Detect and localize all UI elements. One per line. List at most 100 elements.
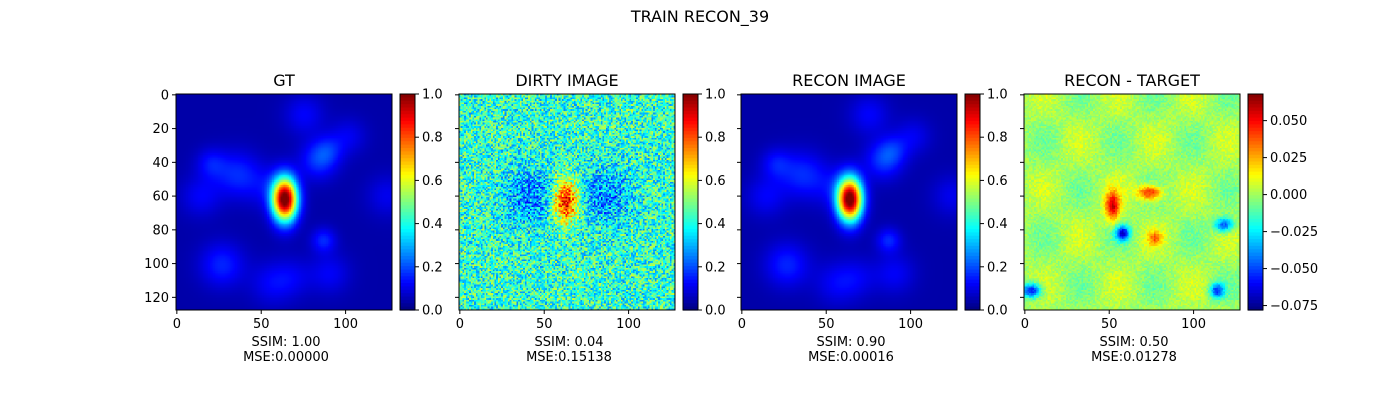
x-tick-label: 50 xyxy=(536,317,553,332)
y-tick-label: 20 xyxy=(152,122,169,137)
colorbar-segment xyxy=(965,161,980,166)
colorbar-segment xyxy=(1248,181,1263,186)
colorbar-segment xyxy=(683,266,698,271)
colorbar-segment xyxy=(683,256,698,260)
colorbar-segment xyxy=(1248,272,1263,277)
y-tick-label: 100 xyxy=(144,257,169,272)
colorbar-segment xyxy=(965,100,980,105)
colorbar-segment xyxy=(683,269,698,274)
panel-title: RECON - TARGET xyxy=(1064,71,1200,90)
colorbar-segment xyxy=(1248,276,1263,281)
colorbar-segment xyxy=(683,137,698,142)
colorbar-tick-label: 0.6 xyxy=(987,174,1008,189)
colorbar-segment xyxy=(965,107,980,112)
axes-frame xyxy=(458,93,676,311)
colorbar-segment xyxy=(400,299,415,304)
colorbar-segment xyxy=(965,262,980,267)
colorbar-segment xyxy=(965,252,980,257)
colorbar-segment xyxy=(1248,242,1263,247)
colorbar-tick-label: 0.8 xyxy=(987,131,1008,146)
colorbar-tick-label: 1.0 xyxy=(422,88,443,103)
colorbar-segment xyxy=(1248,144,1263,149)
colorbar-segment xyxy=(683,117,698,122)
colorbar-segment xyxy=(683,202,698,206)
colorbar-tick-label: 0.6 xyxy=(705,174,726,189)
colorbar-segment xyxy=(1248,259,1263,264)
colorbar-segment xyxy=(965,256,980,260)
colorbar-segment xyxy=(683,171,698,176)
colorbar-segment xyxy=(400,148,415,152)
colorbar-segment xyxy=(683,154,698,159)
colorbar-segment xyxy=(400,205,415,210)
colorbar-segment xyxy=(965,104,980,109)
colorbar-segment xyxy=(1248,107,1263,112)
colorbar-segment xyxy=(965,131,980,136)
colorbar-segment xyxy=(1248,127,1263,132)
colorbar-segment xyxy=(683,252,698,257)
panel-caption: MSE:0.00000 xyxy=(243,350,329,365)
colorbar-segment xyxy=(683,158,698,163)
colorbar-segment xyxy=(400,242,415,247)
colorbar-segment xyxy=(400,289,415,294)
colorbar-segment xyxy=(683,178,698,183)
colorbar-segment xyxy=(1248,239,1263,244)
colorbar-frame xyxy=(399,93,416,311)
colorbar-segment xyxy=(683,168,698,173)
colorbar-tick-label: 0.2 xyxy=(705,260,726,275)
colorbar-segment xyxy=(683,110,698,115)
colorbar-segment xyxy=(1248,178,1263,183)
colorbar-segment xyxy=(1248,215,1263,220)
colorbar-segment xyxy=(965,259,980,264)
colorbar-segment xyxy=(1248,286,1263,291)
colorbar-segment xyxy=(965,97,980,102)
colorbar-segment xyxy=(965,245,980,250)
panel-caption: SSIM: 0.90 xyxy=(816,335,885,350)
colorbar-segment xyxy=(683,286,698,291)
y-tick-label: 0 xyxy=(161,88,169,103)
colorbar-segment xyxy=(400,215,415,220)
colorbar-segment xyxy=(683,279,698,284)
colorbar-segment xyxy=(965,195,980,200)
colorbar-segment xyxy=(965,222,980,227)
colorbar-segment xyxy=(400,276,415,281)
colorbar-frame xyxy=(1247,93,1264,311)
colorbar-segment xyxy=(683,296,698,301)
colorbar-segment xyxy=(1248,306,1263,311)
colorbar-segment xyxy=(400,198,415,203)
axes-frame xyxy=(175,93,393,311)
heatmap-image xyxy=(741,94,957,310)
colorbar-segment xyxy=(683,188,698,193)
colorbar-tick-label: 0.0 xyxy=(422,304,443,319)
colorbar-segment xyxy=(400,296,415,301)
x-tick-label: 50 xyxy=(253,317,270,332)
colorbar-segment xyxy=(683,124,698,129)
colorbar-frame xyxy=(682,93,699,311)
colorbar-segment xyxy=(400,178,415,183)
colorbar-segment xyxy=(683,175,698,179)
colorbar-segment xyxy=(400,104,415,109)
colorbar-segment xyxy=(1248,124,1263,129)
colorbar-segment xyxy=(683,151,698,156)
colorbar-segment xyxy=(1248,168,1263,173)
colorbar-segment xyxy=(965,181,980,186)
colorbar-segment xyxy=(400,131,415,136)
colorbar-segment xyxy=(1248,266,1263,271)
colorbar-segment xyxy=(400,252,415,257)
colorbar-segment xyxy=(965,269,980,274)
colorbar-segment xyxy=(965,137,980,142)
colorbar-segment xyxy=(1248,208,1263,213)
colorbar-segment xyxy=(1248,175,1263,179)
colorbar-segment xyxy=(400,266,415,271)
panel-caption: SSIM: 0.50 xyxy=(1099,335,1168,350)
colorbar-segment xyxy=(683,97,698,102)
colorbar-segment xyxy=(400,262,415,267)
colorbar-segment xyxy=(1248,303,1263,308)
colorbar-segment xyxy=(965,110,980,115)
colorbar-segment xyxy=(683,242,698,247)
colorbar-segment xyxy=(400,127,415,132)
colorbar-segment xyxy=(400,144,415,149)
colorbar-segment xyxy=(1248,191,1263,196)
colorbar-segment xyxy=(965,134,980,139)
panel-caption: MSE:0.15138 xyxy=(526,350,612,365)
